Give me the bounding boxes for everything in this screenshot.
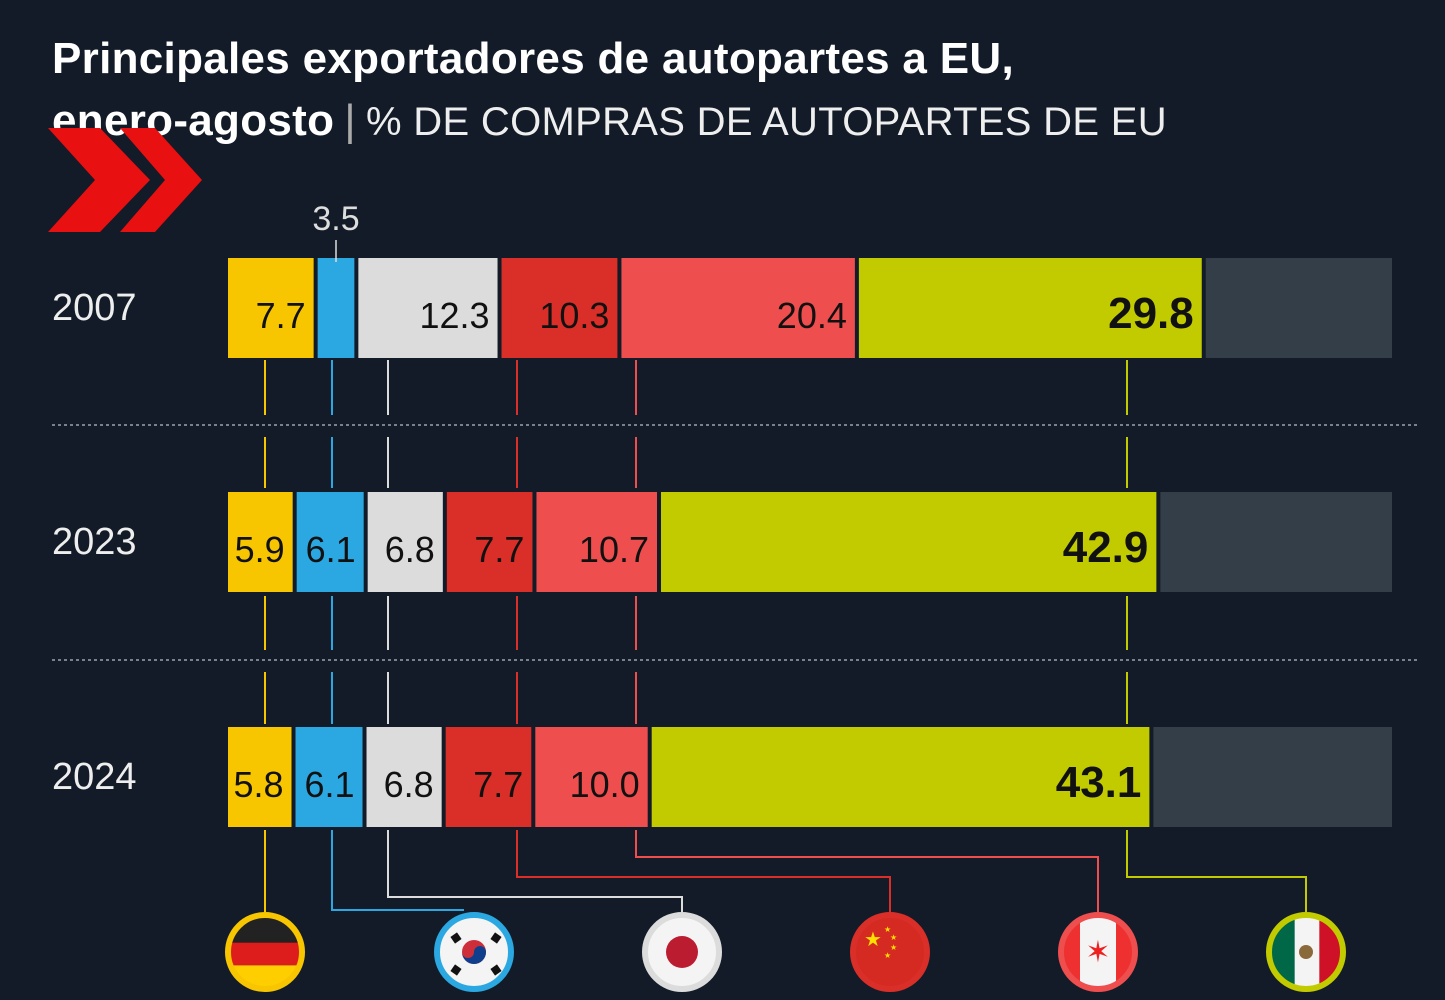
- maple-leaf: ✶: [1085, 936, 1110, 969]
- flag-ring: [642, 912, 722, 992]
- year-label: 2024: [52, 756, 137, 798]
- flag-ring: [1058, 912, 1138, 992]
- data-label: 12.3: [419, 295, 489, 336]
- data-label: 7.7: [474, 529, 524, 570]
- data-label: 7.7: [473, 764, 523, 805]
- bar-segment-china: [445, 727, 532, 827]
- data-label: 6.8: [384, 764, 434, 805]
- china-flag-icon: ★ ★★★★: [855, 917, 925, 987]
- emblem: [1299, 945, 1313, 959]
- flag-ring: [1266, 912, 1346, 992]
- data-label: 5.9: [235, 529, 285, 570]
- bar-segment-canadá: [536, 492, 658, 592]
- bar-segment-méxico: [661, 492, 1157, 592]
- star: ★: [890, 943, 897, 952]
- data-label: 20.4: [777, 295, 847, 336]
- star: ★: [864, 929, 882, 951]
- year-label: 2023: [52, 521, 137, 563]
- bar-segment-other: [1205, 258, 1392, 358]
- connector-line: [331, 830, 464, 911]
- logo-chevrons-icon: [48, 128, 202, 232]
- star: ★: [884, 951, 891, 960]
- south-korea-flag-icon: [439, 917, 509, 987]
- japan-flag-icon: [647, 917, 717, 987]
- bar-segment-méxico: [858, 258, 1202, 358]
- bg: [855, 917, 925, 987]
- data-label: 3.5: [312, 200, 359, 238]
- trigram: [490, 932, 502, 944]
- bar-segment-alemania: [228, 727, 292, 827]
- connector-line: [635, 830, 1099, 912]
- stripe: [230, 942, 300, 966]
- star: ★: [890, 933, 897, 942]
- bar-segment-china: [501, 258, 618, 358]
- bar-segment-méxico: [651, 727, 1150, 827]
- bar-segment-china: [446, 492, 533, 592]
- bar-segment-other: [1160, 492, 1392, 592]
- star: ★: [884, 925, 891, 934]
- trigram: [490, 964, 502, 976]
- title-line-1: Principales exportadores de autopartes a…: [52, 34, 1014, 83]
- bar-segment-alemania: [228, 258, 314, 358]
- title-separator: |: [344, 96, 357, 145]
- bar-segment-other: [1153, 727, 1392, 827]
- year-label: 2007: [52, 287, 137, 329]
- bar-segment-japón: [358, 258, 498, 358]
- canada-flag-icon: ✶: [1063, 917, 1133, 987]
- bar-segment-alemania: [228, 492, 293, 592]
- bar-segment-corea-del-sur: [296, 492, 364, 592]
- trigram: [450, 932, 462, 944]
- chart-title: Principales exportadores de autopartes a…: [52, 28, 1167, 153]
- data-label: 6.8: [385, 529, 435, 570]
- data-label: 6.1: [304, 764, 354, 805]
- data-label: 5.8: [233, 764, 283, 805]
- data-label: 10.3: [539, 295, 609, 336]
- bar-segment-corea-del-sur: [317, 258, 355, 358]
- flag-ring: [434, 912, 514, 992]
- data-label: 7.7: [256, 295, 306, 336]
- data-label: 10.7: [579, 529, 649, 570]
- connector-line: [516, 830, 891, 912]
- flag-ring: [850, 912, 930, 992]
- data-label: 43.1: [1056, 758, 1142, 807]
- data-label: 42.9: [1063, 523, 1149, 572]
- connector-line: [1126, 830, 1307, 912]
- data-label: 6.1: [306, 529, 356, 570]
- connector-line: [387, 830, 683, 912]
- data-label: 29.8: [1108, 289, 1194, 338]
- flag-ring: [225, 912, 305, 992]
- sun: [666, 936, 698, 968]
- bar-segment-japón: [367, 492, 443, 592]
- trigram: [450, 964, 462, 976]
- band: [1271, 917, 1295, 987]
- bar-segment-canadá: [621, 258, 855, 358]
- bar-segment-corea-del-sur: [295, 727, 363, 827]
- bar-segment-canadá: [535, 727, 648, 827]
- data-label: 10.0: [570, 764, 640, 805]
- bar-segment-japón: [366, 727, 442, 827]
- taeguk: [462, 946, 486, 964]
- chart-subtitle: % DE COMPRAS DE AUTOPARTES DE EU: [366, 100, 1167, 144]
